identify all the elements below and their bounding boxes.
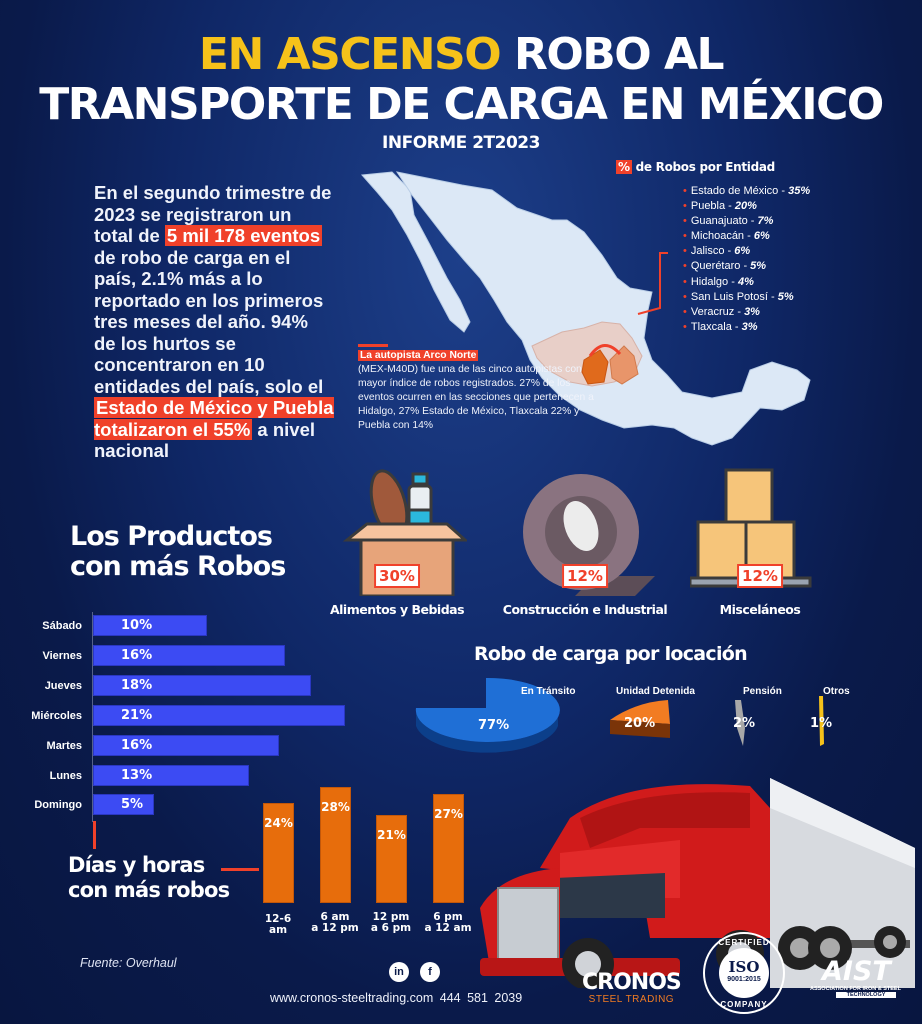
arco-highlight: La autopista Arco Norte: [358, 350, 479, 361]
day-row: Lunes 13%: [0, 765, 922, 787]
source-note: Fuente: Overhaul: [80, 956, 177, 970]
hour-label: 12 pm a 6 pm: [370, 911, 412, 934]
title-line2: TRANSPORTE DE CARGA EN MÉXICO: [39, 79, 884, 130]
product-misc-label: Misceláneos: [719, 602, 801, 617]
phone-number: 444 581 2039: [439, 991, 523, 1005]
day-row: Viernes 16%: [0, 645, 922, 667]
hour-label: 6 pm a 12 am: [424, 911, 472, 934]
intro-highlight-events: 5 mil 178 eventos: [164, 225, 323, 246]
day-bar: 16%: [93, 735, 279, 756]
product-food: 30% Alimentos y Bebidas: [312, 466, 482, 617]
loc-label: Otros: [823, 686, 850, 697]
page-title: EN ASCENSO ROBO AL TRANSPORTE DE CARGA E…: [0, 30, 922, 130]
intro-text-2: de robo de carga en el país, 2.1% más a …: [94, 246, 324, 397]
legend-item: Michoacán - 6%: [683, 229, 810, 244]
hours-title: Días y horas con más robos: [68, 853, 230, 902]
mexico-map: [360, 171, 811, 446]
truck-illustration: [480, 778, 915, 988]
map-legend-list: Estado de México - 35% Puebla - 20% Guan…: [683, 184, 810, 335]
legend-item: Tlaxcala - 3%: [683, 320, 810, 335]
day-bar: 13%: [93, 765, 249, 786]
connector-line: [221, 868, 259, 871]
website-link[interactable]: www.cronos-steeltrading.com: [270, 991, 434, 1005]
pie-slice-pension: [735, 700, 745, 746]
loc-label: Unidad Detenida: [616, 686, 695, 697]
product-food-label: Alimentos y Bebidas: [329, 602, 465, 617]
title-line1-rest: ROBO AL: [513, 29, 725, 80]
day-bar: 5%: [93, 794, 154, 815]
product-construction: 12% Construcción e Industrial: [495, 466, 675, 617]
linkedin-icon[interactable]: in: [389, 962, 409, 982]
location-title: Robo de carga por locación: [474, 643, 748, 665]
products-title: Los Productos con más Robos: [70, 521, 286, 582]
legend-pct-badge: %: [616, 160, 632, 174]
legend-item: Guanajuato - 7%: [683, 214, 810, 229]
map-legend-title: % de Robos por Entidad: [616, 160, 775, 174]
hour-bar: 28%: [320, 787, 351, 903]
hour-label: 6 am a 12 pm: [311, 911, 359, 934]
facebook-icon[interactable]: f: [420, 962, 440, 982]
legend-title-text: de Robos por Entidad: [635, 160, 776, 174]
legend-item: Puebla - 20%: [683, 199, 810, 214]
legend-item: Querétaro - 5%: [683, 259, 810, 274]
day-row: Sábado 10%: [0, 615, 922, 637]
pie-slice-transit: [415, 677, 560, 753]
cronos-logo: CRONOS STEEL TRADING: [582, 970, 682, 1006]
intro-paragraph: En el segundo trimestre de 2023 se regis…: [94, 182, 334, 462]
product-misc-pct: 12%: [737, 564, 783, 588]
loc-value: 2%: [733, 716, 756, 731]
legend-item: San Luis Potosí - 5%: [683, 290, 810, 305]
product-construction-label: Construcción e Industrial: [502, 602, 668, 617]
intro-text-1: En el segundo trimestre de 2023 se regis…: [94, 182, 332, 246]
hour-bar: 21%: [376, 815, 407, 903]
day-row: Miércoles 21%: [0, 705, 922, 727]
product-construction-pct: 12%: [562, 564, 608, 588]
arco-accent-bar: [358, 344, 388, 347]
loc-value: 20%: [624, 716, 656, 731]
day-row: Martes 16%: [0, 735, 922, 757]
legend-item: Veracruz - 3%: [683, 305, 810, 320]
day-bar: 10%: [93, 615, 207, 636]
footer-contact: www.cronos-steeltrading.com 444 581 2039: [270, 991, 522, 1005]
pie-slice-others: [819, 696, 824, 746]
product-misc: 12% Misceláneos: [688, 466, 830, 617]
aist-logo: AIST ASSOCIATION FOR IRON & STEEL TECHNO…: [810, 956, 901, 998]
day-bar: 16%: [93, 645, 285, 666]
days-axis: [92, 612, 93, 822]
legend-item: Jalisco - 6%: [683, 244, 810, 259]
hour-label: 12-6 am: [264, 913, 292, 936]
loc-label: Pensión: [743, 686, 782, 697]
intro-highlight-states: Estado de México y Puebla totalizaron el…: [94, 397, 334, 440]
hour-bar: 27%: [433, 794, 464, 903]
report-subtitle: INFORME 2T2023: [382, 133, 540, 153]
loc-value: 1%: [810, 716, 833, 731]
loc-value: 77%: [478, 718, 510, 733]
title-highlight: EN ASCENSO: [198, 29, 502, 80]
legend-item: Estado de México - 35%: [683, 184, 810, 199]
day-bar: 18%: [93, 675, 311, 696]
connector-line: [93, 821, 96, 849]
material-roll-icon: [523, 474, 655, 596]
loc-label: En Tránsito: [521, 686, 576, 697]
arco-norte-note: La autopista Arco Norte (MEX-M40D) fue u…: [358, 349, 603, 433]
arco-text: (MEX-M40D) fue una de las cinco autopist…: [358, 364, 594, 431]
day-row: Jueves 18%: [0, 675, 922, 697]
product-food-pct: 30%: [374, 564, 420, 588]
hour-bar: 24%: [263, 803, 294, 903]
day-bar: 21%: [93, 705, 345, 726]
pie-slice-detained: [610, 700, 670, 738]
intro-text-3: a nivel nacional: [94, 418, 315, 462]
day-row: Domingo 5%: [0, 794, 922, 816]
legend-item: Hidalgo - 4%: [683, 275, 810, 290]
iso-badge: CERTIFIED ISO 9001:2015 COMPANY: [703, 932, 785, 1014]
